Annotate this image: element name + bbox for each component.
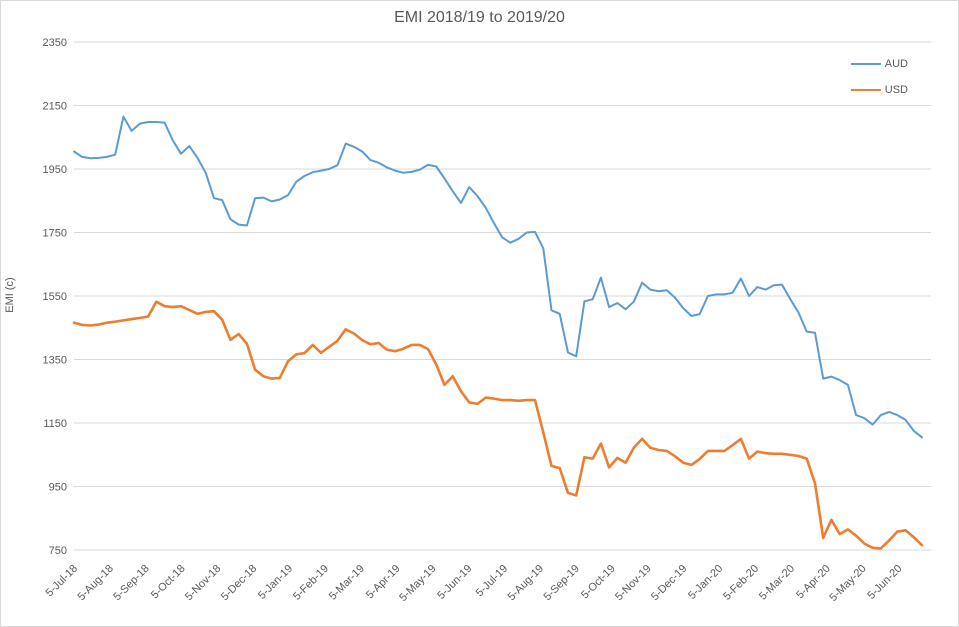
x-tick-label: 5-Mar-20 — [757, 563, 797, 603]
y-tick-label: 1350 — [43, 355, 67, 367]
y-tick-label: 1950 — [43, 164, 67, 176]
chart-title: EMI 2018/19 to 2019/20 — [394, 9, 565, 26]
legend-line-swatch-usd — [850, 88, 881, 92]
y-tick-label: 2150 — [43, 101, 67, 113]
legend-item-usd: USD — [850, 83, 908, 97]
x-tick-label: 5-Jun-19 — [435, 563, 474, 602]
x-tick-label: 5-Sep-19 — [541, 563, 581, 603]
x-tick-label: 5-Aug-18 — [75, 563, 115, 603]
x-tick-label: 5-Jun-20 — [865, 563, 904, 602]
y-tick-label: 750 — [49, 545, 67, 557]
x-tick-label: 5-Dec-19 — [649, 563, 689, 603]
legend-label-usd: USD — [884, 84, 908, 96]
x-tick-label: 5-Nov-18 — [183, 563, 223, 603]
y-tick-label: 2350 — [43, 37, 67, 49]
x-tick-label: 5-May-19 — [397, 563, 438, 604]
y-tick-label: 1750 — [43, 228, 67, 240]
x-tick-label: 5-Jan-19 — [256, 563, 295, 602]
x-tick-label: 5-Aug-19 — [506, 563, 546, 603]
x-tick-label: 5-Dec-18 — [219, 563, 259, 603]
series-line-usd — [72, 300, 924, 550]
legend-label-aud: AUD — [884, 58, 908, 70]
x-tick-label: 5-Nov-19 — [613, 563, 653, 603]
x-tick-label: 5-Oct-19 — [579, 563, 618, 602]
legend-item-aud: AUD — [850, 57, 908, 71]
y-tick-label: 1550 — [43, 291, 67, 303]
x-tick-label: 5-Jan-20 — [686, 563, 725, 602]
legend: AUD USD — [850, 57, 908, 109]
x-tick-label: 5-Mar-19 — [327, 563, 367, 603]
series-line-aud — [73, 115, 923, 439]
y-tick-label: 950 — [49, 482, 67, 494]
x-tick-label: 5-Feb-19 — [291, 563, 331, 603]
x-tick-label: 5-Jul-18 — [44, 563, 81, 600]
x-tick-label: 5-Jul-19 — [474, 563, 511, 600]
y-tick-label: 1150 — [43, 418, 67, 430]
x-tick-label: 5-Oct-18 — [149, 563, 188, 602]
x-tick-label: 5-Feb-20 — [721, 563, 761, 603]
x-tick-label: 5-May-20 — [827, 563, 868, 604]
x-tick-label: 5-Sep-18 — [111, 563, 151, 603]
legend-line-swatch-aud — [850, 63, 881, 65]
